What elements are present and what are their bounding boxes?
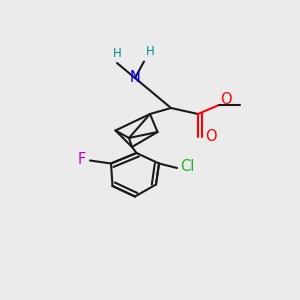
Text: N: N (130, 70, 140, 86)
Text: H: H (146, 46, 154, 59)
Text: O: O (206, 129, 217, 144)
Text: O: O (220, 92, 232, 106)
Text: F: F (77, 152, 86, 166)
Text: Cl: Cl (181, 159, 195, 174)
Text: H: H (112, 47, 122, 60)
